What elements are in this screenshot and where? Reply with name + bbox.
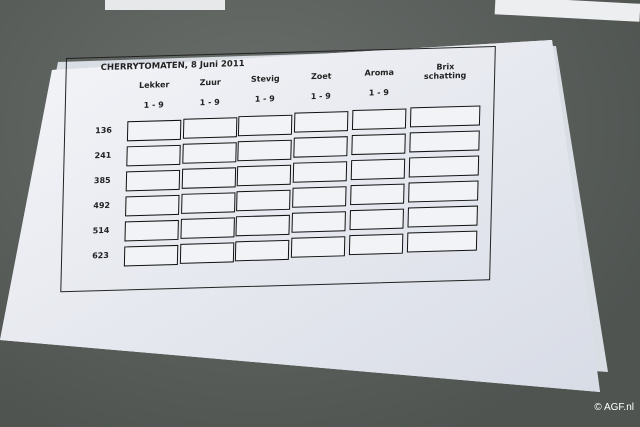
score-box[interactable] [180,217,235,239]
column-scale: 1 - 9 [310,91,331,101]
score-box[interactable] [348,233,404,256]
column-header: Zoet [310,71,332,81]
score-box[interactable] [181,192,236,214]
score-box[interactable] [350,183,405,206]
row-label: 385 [93,175,111,186]
score-box[interactable] [237,139,292,161]
watermark: © AGF.nl [594,402,634,413]
column-scale: 1 - 9 [199,97,220,107]
column-scale [415,84,475,86]
score-box[interactable] [123,244,179,267]
score-box[interactable] [407,205,478,228]
score-box[interactable] [409,130,480,153]
score-box[interactable] [236,189,291,211]
column-header: Lekker [138,80,170,90]
row-label: 136 [95,125,112,136]
score-box[interactable] [293,136,348,159]
column-scale: 1 - 9 [368,87,389,98]
score-box[interactable] [290,236,346,259]
score-box[interactable] [349,208,404,231]
score-box[interactable] [236,164,292,186]
score-box[interactable] [292,161,348,184]
score-form: CHERRYTOMATEN, 8 Juni 2011 Lekker 1 - 9 Zu… [60,45,496,293]
score-box[interactable] [291,211,346,234]
paper-card-top [105,0,225,10]
column-scale: 1 - 9 [254,94,275,104]
column-header: Aroma [364,67,395,78]
score-box[interactable] [292,186,347,209]
row-label: 492 [93,200,111,211]
score-box[interactable] [124,219,179,242]
row-label: 241 [94,150,112,161]
column-header: Zuur [199,77,221,87]
score-box[interactable] [235,214,290,236]
row-label: 514 [92,225,110,236]
column-header: Stevig [250,74,280,84]
score-box[interactable] [179,242,235,264]
score-box[interactable] [125,169,181,192]
score-box[interactable] [408,155,480,178]
score-box[interactable] [351,108,407,131]
column-scale: 1 - 9 [143,100,164,110]
score-box[interactable] [125,194,180,217]
score-box[interactable] [234,239,290,261]
score-box[interactable] [181,167,237,189]
row-label: 623 [92,250,109,261]
score-box[interactable] [350,158,406,181]
score-box[interactable] [126,119,182,142]
score-box[interactable] [237,114,293,136]
score-box[interactable] [182,117,238,139]
score-box[interactable] [182,142,237,164]
score-box[interactable] [409,105,481,128]
score-box[interactable] [351,133,406,156]
score-box[interactable] [293,111,349,134]
score-box[interactable] [126,144,181,167]
column-header: Brix schatting [423,62,467,82]
score-box[interactable] [408,180,479,203]
form-title: CHERRYTOMATEN, 8 Juni 2011 [100,59,245,74]
score-box[interactable] [406,230,478,253]
